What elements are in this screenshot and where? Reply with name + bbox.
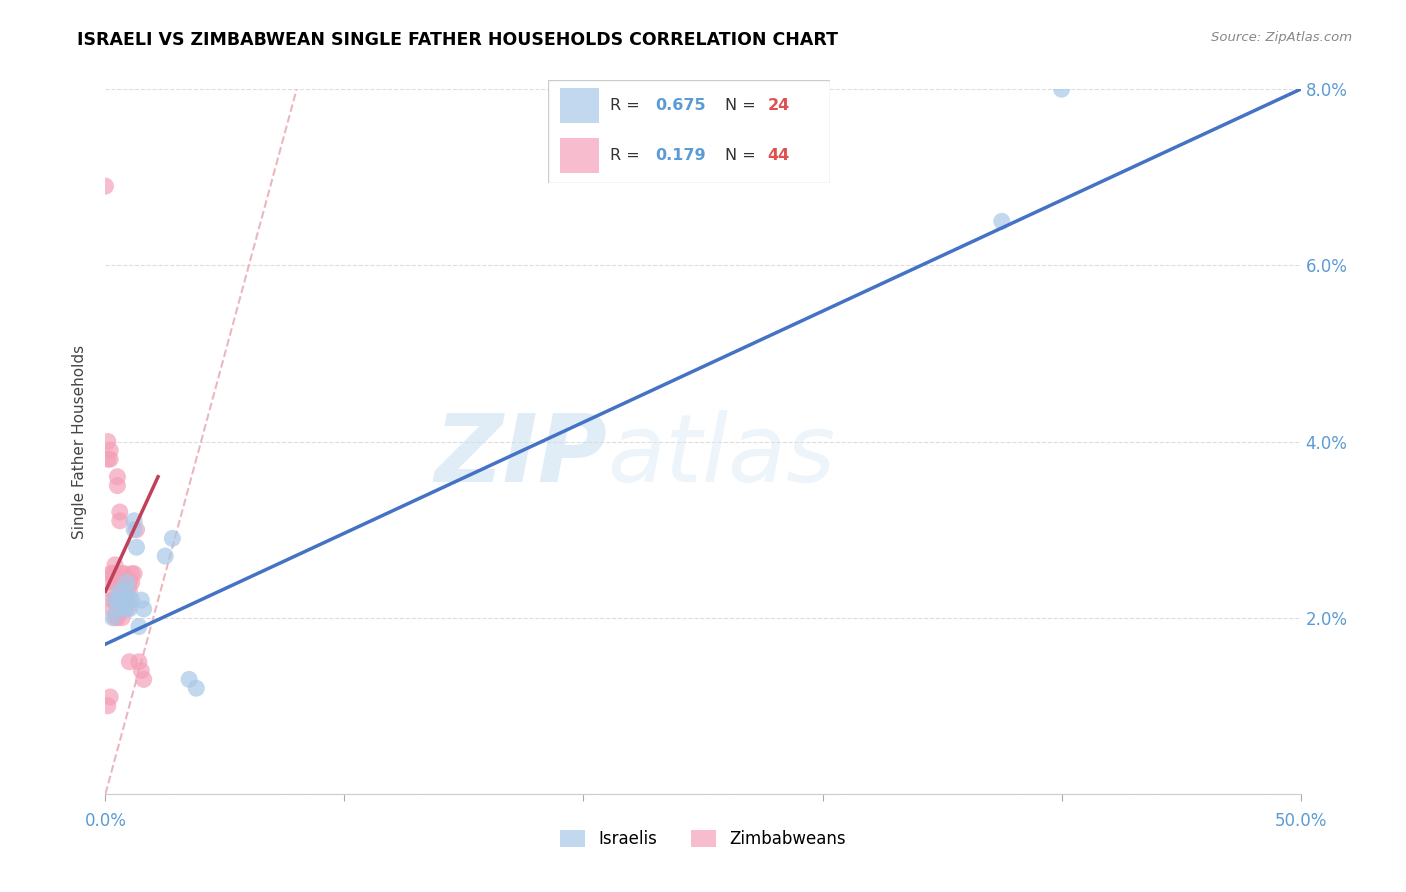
Point — [98, 452, 121, 467]
Point — [129, 593, 153, 607]
Point — [111, 593, 134, 607]
Point — [94, 179, 117, 194]
Point — [132, 602, 155, 616]
Point — [108, 514, 131, 528]
Point — [121, 593, 143, 607]
Point — [98, 443, 121, 458]
Text: 24: 24 — [768, 98, 790, 113]
Point — [104, 593, 127, 607]
Point — [111, 575, 134, 590]
FancyBboxPatch shape — [548, 80, 830, 183]
Point — [118, 575, 141, 590]
Point — [121, 575, 143, 590]
Point — [108, 505, 131, 519]
Point — [128, 655, 150, 669]
Point — [101, 593, 124, 607]
Point — [104, 575, 127, 590]
Point — [97, 452, 120, 467]
Text: N =: N = — [725, 148, 762, 162]
Point — [98, 690, 121, 704]
Point — [125, 541, 148, 555]
Point — [129, 664, 153, 678]
Point — [115, 575, 138, 590]
Point — [118, 593, 141, 607]
Point — [125, 523, 148, 537]
Point — [121, 566, 143, 581]
Text: ZIP: ZIP — [434, 409, 607, 501]
Point — [122, 514, 145, 528]
Point — [111, 566, 134, 581]
Text: Source: ZipAtlas.com: Source: ZipAtlas.com — [1212, 31, 1353, 45]
Point — [186, 681, 208, 696]
Point — [107, 478, 129, 492]
Point — [104, 558, 127, 572]
Point — [118, 655, 141, 669]
FancyBboxPatch shape — [560, 88, 599, 123]
Point — [128, 619, 150, 633]
Point — [115, 602, 138, 616]
Text: 0.179: 0.179 — [655, 148, 706, 162]
Point — [97, 698, 120, 713]
Point — [132, 673, 155, 687]
Point — [115, 593, 138, 607]
Point — [177, 673, 201, 687]
Text: N =: N = — [725, 98, 762, 113]
Point — [108, 584, 131, 599]
Point — [118, 584, 141, 599]
Point — [114, 593, 136, 607]
Point — [118, 602, 141, 616]
Point — [107, 610, 129, 624]
Legend: Israelis, Zimbabweans: Israelis, Zimbabweans — [553, 822, 853, 856]
Point — [97, 434, 120, 449]
Point — [111, 610, 134, 624]
Point — [122, 523, 145, 537]
Point — [104, 610, 127, 624]
Point — [108, 593, 131, 607]
Point — [114, 566, 136, 581]
Point — [101, 602, 124, 616]
Point — [104, 593, 127, 607]
Point — [108, 602, 131, 616]
Point — [104, 566, 127, 581]
Text: ISRAELI VS ZIMBABWEAN SINGLE FATHER HOUSEHOLDS CORRELATION CHART: ISRAELI VS ZIMBABWEAN SINGLE FATHER HOUS… — [77, 31, 838, 49]
FancyBboxPatch shape — [560, 137, 599, 173]
Point — [107, 602, 129, 616]
Point — [114, 602, 136, 616]
Text: 44: 44 — [768, 148, 790, 162]
Point — [1050, 82, 1073, 96]
Point — [101, 584, 124, 599]
Y-axis label: Single Father Households: Single Father Households — [72, 344, 87, 539]
Point — [107, 602, 129, 616]
Point — [107, 469, 129, 483]
Text: R =: R = — [610, 148, 645, 162]
Point — [162, 532, 184, 546]
Text: 0.675: 0.675 — [655, 98, 706, 113]
Point — [115, 584, 138, 599]
Point — [108, 593, 131, 607]
Point — [101, 575, 124, 590]
Text: R =: R = — [610, 98, 645, 113]
Text: atlas: atlas — [607, 410, 835, 501]
Point — [115, 584, 138, 599]
Point — [153, 549, 177, 563]
Point — [990, 214, 1012, 228]
Point — [101, 566, 124, 581]
Point — [122, 566, 145, 581]
Point — [98, 566, 121, 581]
Point — [101, 610, 124, 624]
